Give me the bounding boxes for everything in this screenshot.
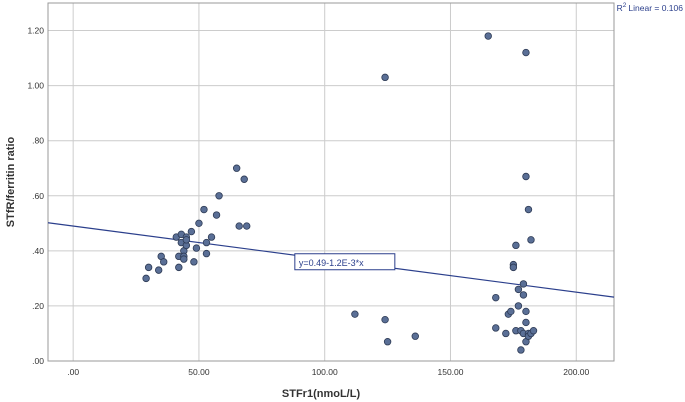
x-axis-ticks: .00 50.00 100.00 150.00 200.00 [67, 367, 589, 377]
data-point [202, 238, 211, 247]
data-point [484, 32, 492, 40]
data-point [381, 73, 389, 82]
data-point [522, 318, 530, 327]
data-point [502, 329, 510, 338]
data-point [383, 338, 392, 346]
data-point [517, 346, 525, 354]
plot-frame [47, 2, 615, 362]
r-squared-superscript: 2 [623, 2, 627, 9]
data-point [492, 324, 500, 332]
data-point [200, 205, 208, 214]
data-point [182, 236, 191, 244]
data-point [381, 315, 389, 324]
regression-equation-box: y=0.49-1.2E-3*x [294, 253, 396, 271]
x-tick-label: 200.00 [563, 367, 589, 377]
data-point [522, 172, 530, 181]
data-point [509, 263, 518, 272]
x-tick-label: 150.00 [437, 367, 463, 377]
r-squared-prefix: R [617, 3, 623, 13]
equation-label-box [294, 253, 396, 271]
data-point [519, 280, 528, 288]
x-tick-label: 100.00 [312, 367, 338, 377]
data-point [212, 211, 221, 219]
y-tick-label: .80 [32, 136, 44, 146]
data-point [240, 175, 248, 183]
data-point [527, 236, 535, 244]
data-point [235, 222, 243, 230]
x-tick-label: .00 [67, 367, 79, 377]
data-point [187, 227, 196, 236]
data-point [522, 307, 530, 316]
data-point [507, 307, 515, 316]
data-point [180, 255, 188, 263]
data-point [207, 233, 216, 241]
x-axis-title: STFr1(nmoL/L) [282, 388, 361, 400]
data-point [512, 241, 520, 250]
grid-lines [48, 3, 614, 361]
y-tick-label: .40 [32, 246, 44, 256]
data-point [524, 205, 533, 214]
data-point [519, 291, 528, 299]
data-point [154, 266, 163, 274]
data-point [492, 293, 500, 302]
data-point [514, 285, 523, 294]
data-point [142, 274, 150, 283]
data-point [411, 332, 419, 340]
regression-equation-label: y=0.49-1.2E-3*x [299, 258, 364, 268]
y-axis-ticks: .00 .20 .40 .60 .80 1.00 1.20 [27, 26, 44, 366]
data-points [142, 32, 538, 354]
y-axis-title: STfR/ferritin ratio [5, 136, 17, 227]
r-squared-value: Linear = 0.106 [628, 3, 683, 13]
y-tick-label: 1.20 [27, 26, 44, 36]
y-tick-label: .60 [32, 191, 44, 201]
data-point [243, 222, 251, 230]
r-squared-label: R2 Linear = 0.106 [617, 2, 684, 13]
data-point [195, 219, 203, 228]
data-point [232, 164, 241, 172]
y-tick-label: .20 [32, 301, 44, 311]
data-point [215, 192, 223, 200]
data-point [514, 302, 523, 310]
x-tick-label: 50.00 [188, 367, 210, 377]
data-point [202, 249, 211, 258]
data-point [175, 263, 183, 272]
y-tick-label: 1.00 [27, 81, 44, 91]
data-point [192, 244, 201, 252]
data-point [160, 258, 168, 266]
data-point [522, 48, 530, 57]
data-point [144, 263, 153, 272]
y-tick-label: .00 [32, 356, 44, 366]
data-point [190, 258, 198, 266]
data-point [529, 327, 538, 335]
data-point [351, 310, 359, 318]
